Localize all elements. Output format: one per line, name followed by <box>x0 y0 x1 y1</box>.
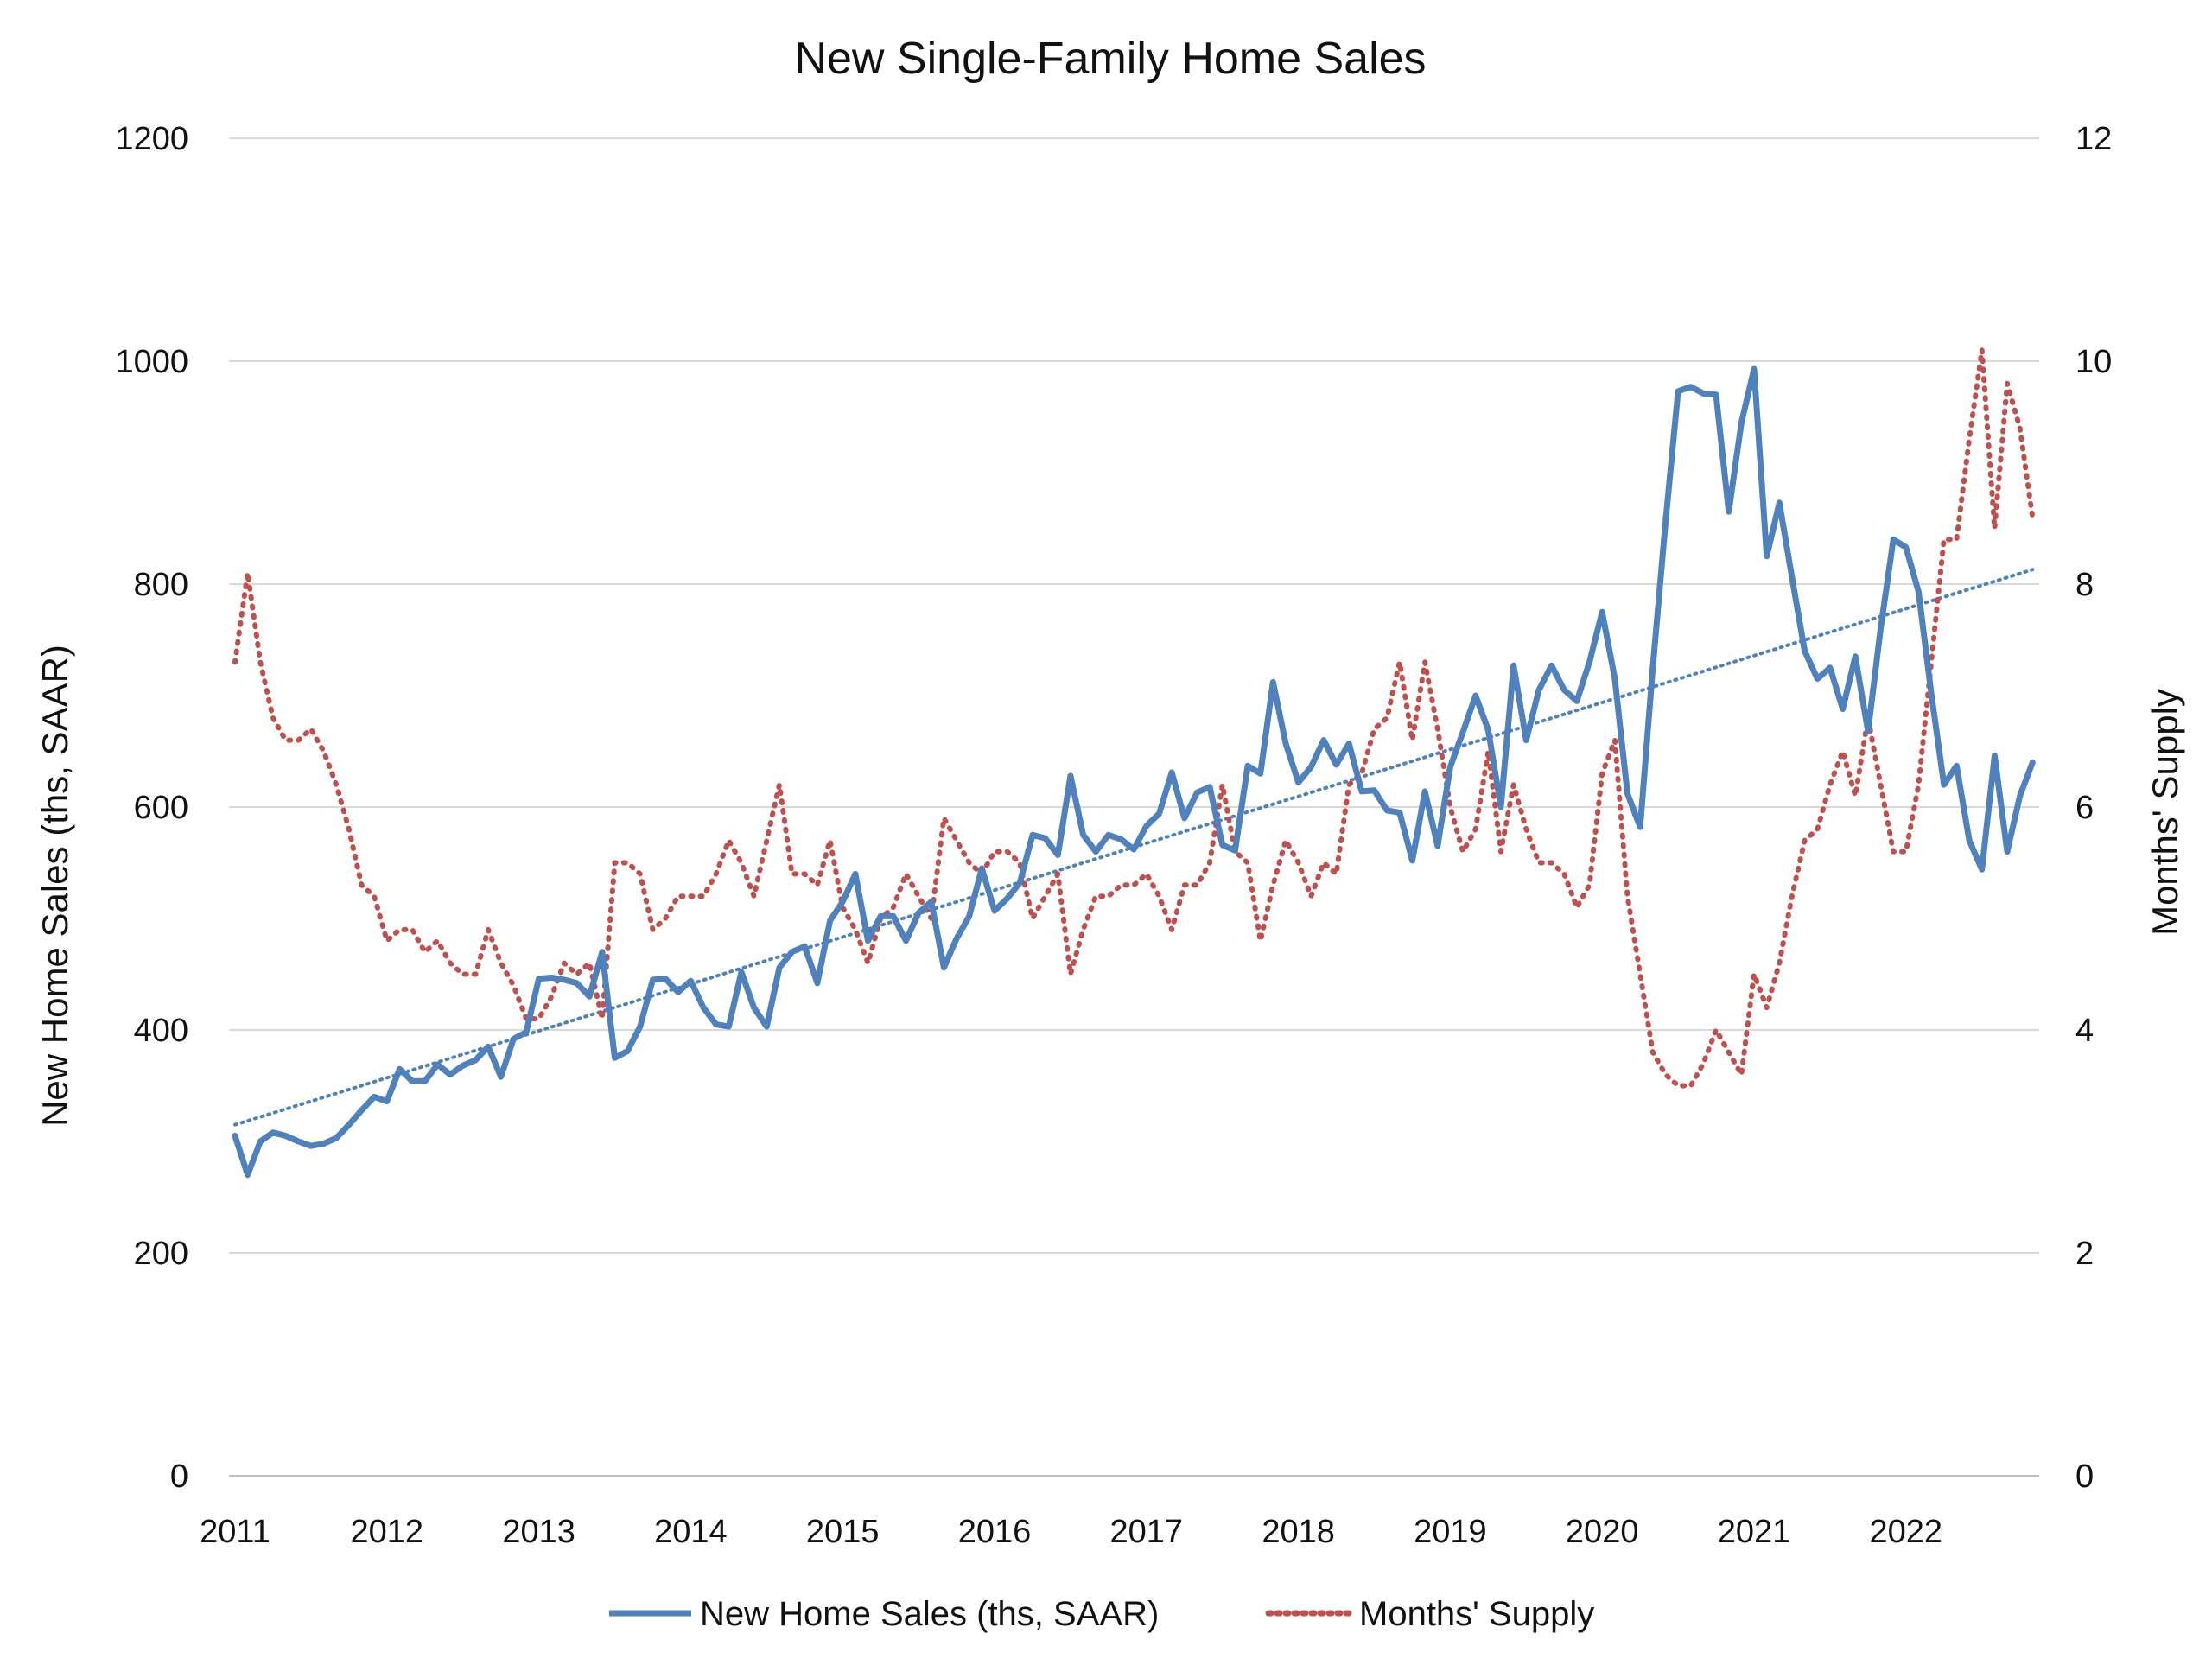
y2-tick-label: 0 <box>2075 1459 2094 1495</box>
gridlines <box>229 137 2039 1477</box>
x-tick-label: 2020 <box>1566 1514 1639 1550</box>
y2-tick-label: 8 <box>2075 567 2094 603</box>
series-line-months-supply <box>232 347 2036 1089</box>
y2-tick-label: 12 <box>2075 121 2112 157</box>
legend: New Home Sales (ths, SAAR) Months' Suppl… <box>609 1595 1594 1633</box>
legend-supply-label: Months' Supply <box>1359 1595 1594 1633</box>
y2-axis-ticks: 0 2 4 6 8 10 12 <box>2075 121 2112 1495</box>
x-tick-label: 2014 <box>654 1514 728 1550</box>
legend-sales-label: New Home Sales (ths, SAAR) <box>700 1595 1159 1633</box>
y2-tick-label: 4 <box>2075 1013 2094 1049</box>
y-tick-label: 600 <box>134 790 188 826</box>
x-tick-label: 2015 <box>806 1514 880 1550</box>
x-tick-label: 2021 <box>1718 1514 1791 1550</box>
y-axis-ticks: 0 200 400 600 800 1000 1200 <box>115 121 188 1495</box>
x-tick-label: 2017 <box>1110 1514 1184 1550</box>
series-line-new-home-sales <box>232 365 2036 1179</box>
series-group <box>232 347 2036 1179</box>
y-tick-label: 1000 <box>115 344 188 380</box>
x-tick-label: 2016 <box>958 1514 1032 1550</box>
x-tick-label: 2018 <box>1262 1514 1335 1550</box>
y2-axis-title: Months' Supply <box>2145 689 2185 936</box>
chart-title: New Single-Family Home Sales <box>794 34 1426 84</box>
x-tick-label: 2011 <box>200 1514 270 1550</box>
x-tick-label: 2022 <box>1870 1514 1943 1550</box>
y2-tick-label: 6 <box>2075 790 2094 826</box>
y-tick-label: 200 <box>134 1236 188 1272</box>
y-tick-label: 0 <box>170 1459 188 1495</box>
y-tick-label: 1200 <box>115 121 188 157</box>
x-tick-label: 2019 <box>1414 1514 1487 1550</box>
x-tick-label: 2012 <box>351 1514 424 1550</box>
y-tick-label: 800 <box>134 567 188 603</box>
x-axis-ticks: 2011 2012 2013 2014 2015 2016 2017 2018 2019 2020… <box>200 1514 1942 1550</box>
y-tick-label: 400 <box>134 1013 188 1049</box>
y-axis-title: New Home Sales (ths, SAAR) <box>35 645 75 1127</box>
x-tick-label: 2013 <box>502 1514 575 1550</box>
y2-tick-label: 10 <box>2075 344 2112 380</box>
y2-tick-label: 2 <box>2075 1236 2094 1272</box>
